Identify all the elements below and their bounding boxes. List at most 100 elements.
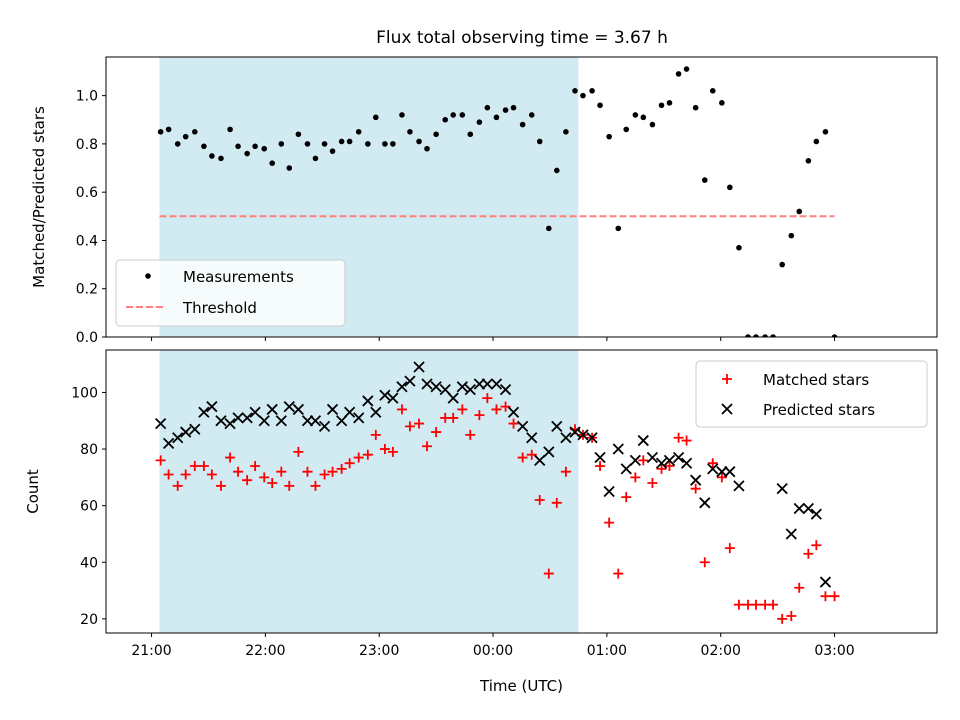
predicted-star-point — [292, 403, 305, 416]
matched-star-point — [803, 548, 814, 559]
predicted-star-point — [499, 383, 512, 396]
measurement-point — [510, 104, 517, 111]
measurement-point — [484, 104, 491, 111]
predicted-star-point — [569, 426, 581, 438]
matched-star-point — [543, 568, 554, 579]
measurement-point — [745, 334, 751, 337]
measurement-point — [701, 177, 708, 183]
legend-matched-label: Matched stars — [763, 371, 869, 389]
predicted-star-point — [353, 412, 365, 424]
y-tick-label: 60 — [80, 499, 98, 515]
measurement-point — [727, 184, 733, 191]
measurement-point — [382, 141, 388, 147]
predicted-star-point — [481, 378, 493, 390]
predicted-star-point — [594, 451, 606, 464]
predicted-star-point — [430, 381, 442, 393]
matched-star-point — [638, 455, 649, 466]
predicted-star-point — [421, 378, 433, 390]
predicted-star-point — [241, 412, 253, 424]
matched-star-point — [794, 582, 805, 593]
measurement-point — [329, 148, 336, 154]
matched-star-point — [724, 543, 735, 554]
predicted-star-point — [447, 392, 459, 404]
matched-star-point — [242, 475, 253, 486]
predicted-star-point — [301, 415, 314, 427]
measurement-point — [753, 334, 759, 337]
measurement-point — [321, 141, 328, 147]
measurement-point — [467, 131, 474, 138]
matched-star-point — [733, 599, 744, 610]
matched-star-point — [664, 461, 675, 472]
measurement-point — [399, 112, 405, 118]
measurement-point — [563, 129, 569, 135]
measurement-point — [528, 112, 535, 118]
matched-star-point — [370, 429, 381, 440]
matched-star-point — [267, 478, 278, 489]
predicted-star-point — [326, 403, 339, 416]
predicted-star-point — [690, 474, 702, 486]
measurement-point — [338, 138, 345, 145]
matched-star-point — [613, 568, 624, 579]
predicted-star-point — [155, 417, 167, 430]
matched-star-point — [215, 480, 226, 491]
measurement-point — [779, 261, 785, 268]
predicted-star-point — [258, 415, 270, 427]
legend-measurements-marker — [145, 273, 151, 279]
measurement-point — [813, 138, 820, 145]
measurement-point — [632, 112, 639, 118]
matched-star-point — [362, 449, 373, 460]
predicted-star-point — [396, 381, 408, 393]
predicted-star-point — [707, 463, 719, 475]
measurement-point — [157, 129, 164, 135]
predicted-star-point — [793, 502, 805, 515]
matched-star-point — [716, 472, 727, 483]
measurement-point — [692, 104, 699, 111]
measurement-point — [174, 141, 181, 147]
predicted-star-point — [172, 432, 184, 444]
measurement-point — [762, 334, 768, 337]
predicted-star-point — [551, 420, 563, 433]
matched-star-point — [777, 613, 788, 624]
matched-star-point — [180, 469, 191, 480]
x-tick-label: 00:00 — [473, 643, 513, 659]
measurement-point — [788, 232, 795, 239]
predicted-star-point — [370, 406, 382, 418]
predicted-star-point — [517, 420, 529, 433]
predicted-star-point — [672, 451, 685, 464]
predicted-star-point — [413, 361, 425, 373]
matched-star-point — [404, 421, 415, 432]
measurement-point — [606, 133, 612, 140]
y-tick-label: 0.2 — [76, 282, 98, 298]
measurement-point — [416, 138, 422, 145]
measurement-point — [218, 155, 224, 162]
predicted-star-point — [215, 415, 227, 427]
measurement-point — [493, 114, 500, 121]
predicted-star-point — [776, 483, 788, 495]
matched-star-point — [353, 452, 364, 463]
measurement-point — [165, 126, 172, 133]
measurement-point — [390, 141, 396, 147]
matched-star-point — [396, 404, 407, 415]
predicted-star-point — [629, 454, 641, 467]
y-axis-label: Matched/Predicted stars — [30, 106, 48, 288]
x-axis-label: Time (UTC) — [479, 677, 563, 695]
predicted-star-point — [785, 528, 797, 540]
predicted-star-point — [733, 480, 745, 492]
y-tick-label: 1.0 — [76, 89, 98, 105]
matched-star-point — [293, 446, 304, 457]
x-tick-label: 01:00 — [587, 643, 627, 659]
measurement-point — [355, 129, 362, 135]
measurement-point — [615, 225, 622, 232]
legend-frame — [115, 259, 346, 327]
predicted-star-point — [612, 443, 624, 455]
measurement-point — [201, 143, 207, 150]
measurement-point — [244, 150, 250, 157]
matched-star-point — [276, 466, 287, 477]
matched-star-point — [189, 461, 200, 472]
legend-measurements-label: Measurements — [183, 268, 294, 286]
predicted-star-point — [699, 497, 711, 509]
predicted-star-point — [473, 378, 486, 390]
measurement-point — [536, 138, 543, 145]
measurement-point — [519, 121, 526, 128]
